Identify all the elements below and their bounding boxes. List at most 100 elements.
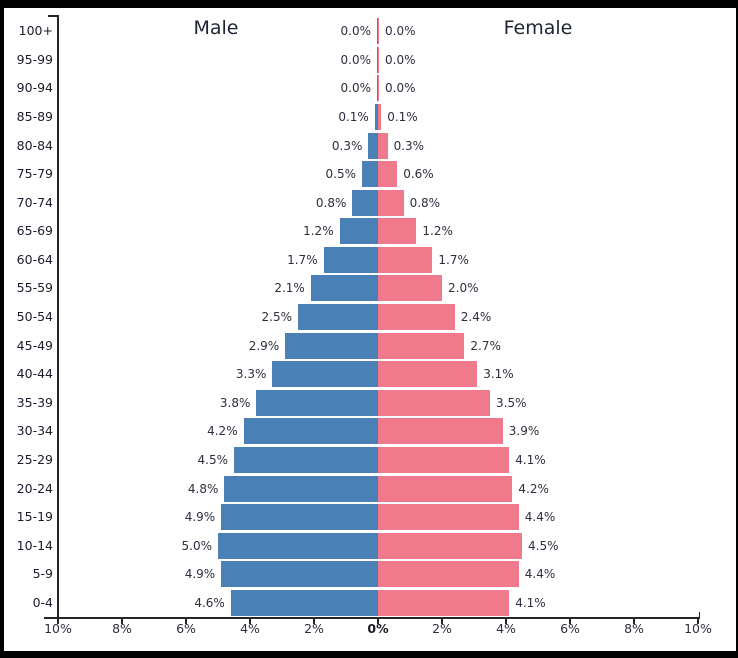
- pyramid-row: 5-9 4.9% 4.4%: [4, 560, 736, 589]
- male-value-label: 3.8%: [219, 395, 251, 410]
- female-value-label: 0.0%: [385, 52, 416, 67]
- male-title: Male: [193, 17, 239, 39]
- x-axis-tick-label: 4%: [240, 621, 260, 636]
- x-axis-tick: [313, 617, 315, 624]
- female-bar: [378, 361, 478, 388]
- female-value-label: 4.4%: [524, 567, 556, 582]
- age-group-label: 20-24: [16, 480, 53, 496]
- female-bar: [378, 332, 465, 359]
- y-axis-top-cap: [48, 15, 59, 17]
- x-axis-tick-label: 0%: [367, 621, 389, 636]
- male-bar: [368, 132, 378, 159]
- female-value-label: 2.7%: [470, 338, 501, 353]
- female-bar: [378, 304, 455, 331]
- female-value-label: 0.8%: [409, 195, 441, 210]
- female-bar: [378, 561, 519, 588]
- age-group-label: 100+: [18, 23, 53, 39]
- x-axis-tick-label: 10%: [44, 621, 72, 636]
- x-axis-tick-label: 6%: [560, 621, 580, 636]
- pyramid-rows: 100+ 0.0% 0.0% 95-99 0.0% 0.0% 90-94 0.0% 0.0% 85…: [4, 17, 736, 617]
- x-axis-tick: [377, 617, 379, 624]
- female-title: Female: [503, 17, 573, 39]
- pyramid-row: 30-34 4.2% 3.9%: [4, 417, 736, 446]
- age-group-label: 55-59: [16, 280, 53, 296]
- pyramid-row: 15-19 4.9% 4.4%: [4, 503, 736, 532]
- male-value-label: 0.8%: [315, 195, 347, 210]
- female-bar: [378, 275, 442, 302]
- female-bar: [378, 104, 382, 131]
- male-bar: [243, 418, 378, 445]
- age-group-label: 60-64: [16, 251, 53, 267]
- male-bar: [221, 561, 378, 588]
- age-group-label: 90-94: [16, 80, 53, 96]
- pyramid-row: 50-54 2.5% 2.4%: [4, 303, 736, 332]
- male-value-label: 3.3%: [235, 367, 267, 382]
- male-bar: [362, 161, 378, 188]
- female-value-label: 0.1%: [387, 110, 418, 125]
- pyramid-row: 85-89 0.1% 0.1%: [4, 103, 736, 132]
- male-value-label: 4.9%: [184, 567, 216, 582]
- pyramid-row: 65-69 1.2% 1.2%: [4, 217, 736, 246]
- female-bar: [378, 504, 519, 531]
- male-bar: [323, 246, 378, 273]
- x-axis-tick-label: 2%: [304, 621, 324, 636]
- male-bar: [221, 504, 378, 531]
- female-value-label: 0.6%: [403, 167, 434, 182]
- male-bar: [310, 275, 378, 302]
- pyramid-row: 75-79 0.5% 0.6%: [4, 160, 736, 189]
- age-group-label: 25-29: [16, 451, 53, 467]
- pyramid-row: 0-4 4.6% 4.1%: [4, 589, 736, 618]
- female-bar: [378, 475, 513, 502]
- female-value-label: 0.0%: [385, 81, 416, 96]
- male-bar: [377, 46, 378, 73]
- male-value-label: 4.2%: [207, 424, 238, 439]
- pyramid-row: 25-29 4.5% 4.1%: [4, 446, 736, 475]
- pyramid-row: 70-74 0.8% 0.8%: [4, 188, 736, 217]
- male-bar: [377, 75, 378, 102]
- male-value-label: 0.0%: [340, 52, 372, 67]
- pyramid-row: 35-39 3.8% 3.5%: [4, 389, 736, 418]
- age-group-label: 45-49: [16, 337, 53, 353]
- x-axis-line: [44, 617, 700, 619]
- male-value-label: 1.7%: [287, 252, 318, 267]
- x-axis-tick: [121, 617, 123, 624]
- female-value-label: 1.7%: [438, 252, 469, 267]
- pyramid-row: 100+ 0.0% 0.0%: [4, 17, 736, 46]
- x-axis-tick-label: 4%: [496, 621, 516, 636]
- x-axis-tick-label: 6%: [176, 621, 196, 636]
- male-bar: [256, 389, 378, 416]
- female-bar: [378, 189, 404, 216]
- male-bar: [230, 589, 378, 616]
- female-bar: [378, 532, 522, 559]
- male-bar: [218, 532, 378, 559]
- male-value-label: 2.5%: [261, 310, 293, 325]
- female-bar: [378, 446, 510, 473]
- female-value-label: 4.2%: [518, 481, 549, 496]
- male-value-label: 4.6%: [194, 595, 225, 610]
- pyramid-row: 90-94 0.0% 0.0%: [4, 74, 736, 103]
- x-axis-tick-label: 10%: [684, 621, 712, 636]
- female-value-label: 4.1%: [515, 595, 546, 610]
- female-value-label: 4.4%: [524, 510, 556, 525]
- female-bar: [378, 389, 490, 416]
- male-value-label: 4.9%: [184, 510, 216, 525]
- male-value-label: 2.1%: [274, 281, 305, 296]
- age-group-label: 35-39: [16, 394, 53, 410]
- y-axis-line: [57, 15, 59, 617]
- female-bar: [378, 132, 388, 159]
- female-value-label: 3.5%: [496, 395, 527, 410]
- female-bar: [378, 218, 417, 245]
- pyramid-row: 40-44 3.3% 3.1%: [4, 360, 736, 389]
- male-bar: [339, 218, 378, 245]
- age-group-label: 65-69: [16, 223, 53, 239]
- male-value-label: 0.3%: [331, 138, 363, 153]
- x-axis-tick: [57, 617, 59, 624]
- male-value-label: 1.2%: [303, 224, 334, 239]
- male-bar: [234, 446, 378, 473]
- age-group-label: 95-99: [16, 51, 53, 67]
- pyramid-row: 10-14 5.0% 4.5%: [4, 531, 736, 560]
- male-bar: [272, 361, 378, 388]
- female-bar: [378, 75, 379, 102]
- age-group-label: 15-19: [16, 509, 53, 525]
- pyramid-row: 55-59 2.1% 2.0%: [4, 274, 736, 303]
